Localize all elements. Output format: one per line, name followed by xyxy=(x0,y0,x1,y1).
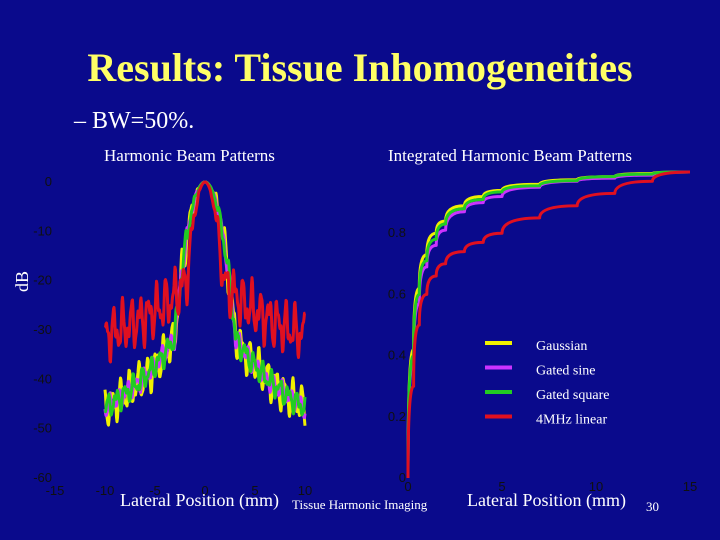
left-y-tick: -50 xyxy=(33,421,52,436)
legend-label-gaussian: Gaussian xyxy=(536,339,587,354)
right-series-gated-sine xyxy=(406,170,691,479)
left-y-tick: -60 xyxy=(33,470,52,485)
right-series-gated-square xyxy=(406,170,691,479)
left-y-tick: -30 xyxy=(33,322,52,337)
left-y-tick: -40 xyxy=(33,371,52,386)
left-y-tick: -20 xyxy=(33,273,52,288)
right-x-axis-label: Lateral Position (mm) xyxy=(467,490,626,510)
left-x-tick: -15 xyxy=(46,483,65,498)
legend: Gaussian Gated sine Gated square 4MHz linea… xyxy=(485,339,609,428)
right-series-linear xyxy=(406,170,691,479)
right-x-tick: 0 xyxy=(404,479,411,494)
page-number: 30 xyxy=(646,499,659,514)
slide-footer: Tissue Harmonic Imaging xyxy=(292,497,428,512)
right-chart-title: Integrated Harmonic Beam Patterns xyxy=(388,146,633,165)
right-x-tick: 15 xyxy=(683,479,697,494)
right-y-tick: 0.6 xyxy=(388,286,406,301)
right-x-tick: 10 xyxy=(589,479,603,494)
left-chart-title: Harmonic Beam Patterns xyxy=(104,146,275,165)
left-x-tick: -10 xyxy=(96,483,115,498)
left-series-linear xyxy=(104,180,306,364)
right-chart: 0 5 10 15 0.8 0.6 0.4 0.2 0 xyxy=(388,170,697,494)
left-chart: -15 -10 -5 0 5 100-10-20-30-40-50-60 xyxy=(33,174,312,498)
right-y-tick: 0.2 xyxy=(388,409,406,424)
legend-label-linear: 4MHz linear xyxy=(536,413,607,428)
left-x-axis-label: Lateral Position (mm) xyxy=(120,490,279,510)
left-x-tick: 5 xyxy=(251,483,258,498)
left-y-tick: -10 xyxy=(33,223,52,238)
left-x-tick: 0 xyxy=(201,483,208,498)
legend-label-gated-square: Gated square xyxy=(536,388,609,403)
bullet-text: – BW=50%. xyxy=(74,108,195,134)
right-y-tick: 0.4 xyxy=(388,348,406,363)
left-y-tick: 0 xyxy=(45,174,52,189)
left-x-tick: -5 xyxy=(149,483,161,498)
right-y-tick: 0 xyxy=(399,470,406,485)
left-x-tick: 10 xyxy=(298,483,312,498)
legend-label-gated-sine: Gated sine xyxy=(536,364,595,379)
right-y-tick: 0.8 xyxy=(388,225,406,240)
right-x-tick: 5 xyxy=(498,479,505,494)
slide-title: Results: Tissue Inhomogeneities xyxy=(87,45,633,90)
